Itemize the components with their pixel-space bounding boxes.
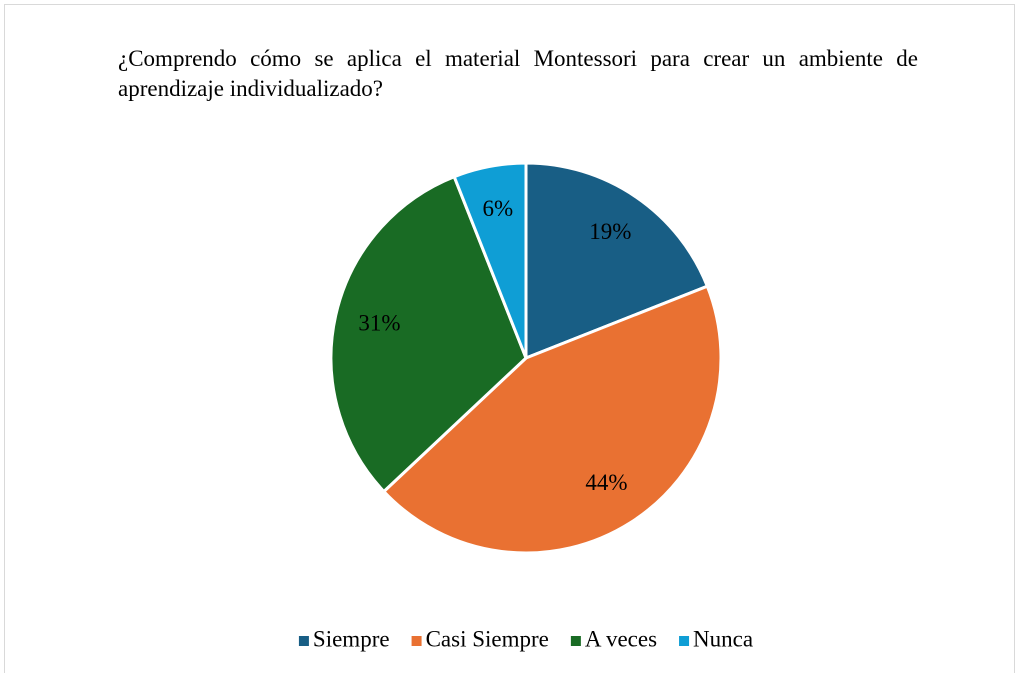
pie-slice bbox=[381, 284, 723, 555]
pie-slice bbox=[524, 161, 710, 361]
data-label: 19% bbox=[589, 219, 631, 244]
data-label: 31% bbox=[358, 311, 400, 336]
legend-label: Siempre bbox=[313, 626, 390, 651]
legend-label: Nunca bbox=[693, 626, 753, 651]
data-label: 6% bbox=[483, 196, 514, 221]
pie-slice bbox=[452, 161, 528, 359]
pie-slice bbox=[329, 174, 528, 494]
legend-swatch bbox=[298, 636, 309, 646]
data-label: 44% bbox=[585, 470, 627, 495]
legend-label: Casi Siempre bbox=[426, 626, 549, 651]
legend-swatch bbox=[679, 636, 690, 646]
legend-swatch bbox=[411, 636, 422, 646]
legend-label: A veces bbox=[585, 626, 657, 651]
legend-swatch bbox=[570, 636, 581, 646]
chart-title: ¿Comprendo cómo se aplica el material Mo… bbox=[118, 46, 918, 101]
